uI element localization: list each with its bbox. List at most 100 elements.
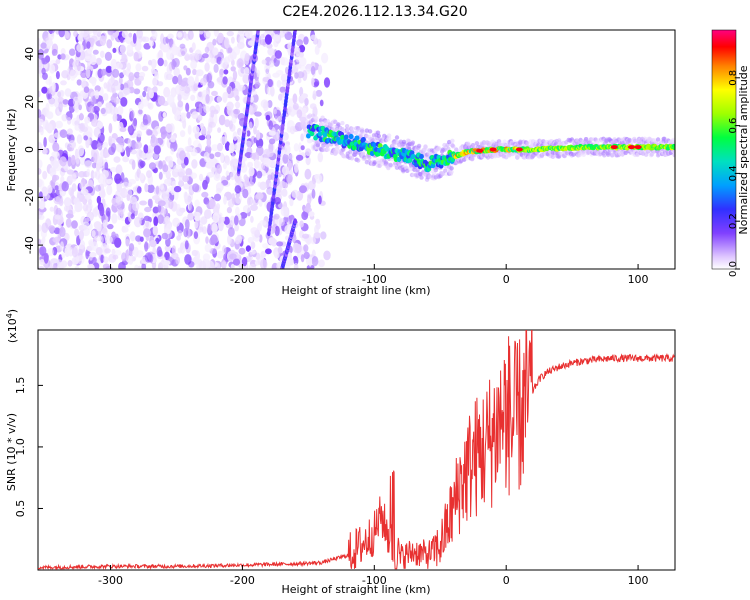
spectrogram-noise-cell bbox=[190, 94, 196, 102]
spectrogram-noise-cell bbox=[118, 261, 126, 269]
spectrogram-signal-halo bbox=[307, 113, 313, 118]
spectrogram-noise-cell bbox=[261, 59, 267, 65]
spectrogram-noise-cell bbox=[47, 93, 53, 100]
spectrogram-noise-cell bbox=[150, 67, 156, 75]
spectrogram-noise-cell bbox=[102, 152, 110, 158]
spectrogram-signal-halo bbox=[344, 124, 350, 129]
spectrogram-noise-cell bbox=[289, 198, 294, 207]
spectrogram-peak-cell bbox=[610, 145, 618, 150]
spectrogram-noise-cell bbox=[216, 164, 222, 175]
spectrogram-noise-cell bbox=[247, 181, 255, 187]
spectrogram-noise-cell bbox=[185, 102, 190, 113]
spectrogram-noise-cell bbox=[126, 193, 131, 201]
spectrogram-noise-cell bbox=[57, 91, 62, 98]
spectrogram-noise-cell bbox=[61, 114, 68, 122]
spectrogram-noise-cell bbox=[97, 162, 103, 169]
snr-x-tick-label: -300 bbox=[98, 574, 123, 587]
spectrogram-noise-cell bbox=[129, 196, 138, 205]
spectrogram-y-tick-label: -40 bbox=[23, 236, 36, 254]
spectrogram-noise-cell bbox=[143, 228, 151, 238]
spectrogram-noise-cell bbox=[150, 58, 157, 69]
spectrogram-noise-cell bbox=[64, 142, 69, 149]
spectrogram-noise-cell bbox=[122, 69, 127, 76]
spectrogram-noise-cell bbox=[168, 199, 174, 210]
spectrogram-noise-cell bbox=[307, 180, 316, 191]
spectrogram-noise-cell bbox=[109, 167, 118, 173]
spectrogram-noise-cell bbox=[224, 37, 230, 49]
spectrogram-noise-cell bbox=[198, 135, 206, 141]
spectrogram-noise-cell bbox=[265, 248, 272, 255]
spectrogram-signal-cell bbox=[340, 134, 345, 140]
spectrogram-noise-cell bbox=[177, 230, 183, 237]
spectrogram-noise-cell bbox=[143, 215, 151, 221]
spectrogram-noise-cell bbox=[133, 117, 138, 127]
spectrogram-noise-cell bbox=[323, 77, 331, 88]
spectrogram-noise-cell bbox=[230, 66, 236, 72]
spectrogram-noise-cell bbox=[71, 142, 77, 149]
spectrogram-noise-cell bbox=[116, 183, 123, 193]
spectrogram-noise-cell bbox=[282, 30, 288, 34]
spectrogram-noise-cell bbox=[88, 76, 97, 84]
spectrogram-noise-cell bbox=[77, 248, 83, 257]
spectrogram-noise-cell bbox=[300, 120, 306, 129]
spectrogram-noise-cell bbox=[63, 197, 72, 208]
spectrogram-noise-cell bbox=[259, 39, 267, 46]
spectrogram-noise-cell bbox=[132, 33, 137, 44]
spectrogram-noise-cell bbox=[100, 68, 107, 76]
spectrogram-noise-cell bbox=[301, 93, 308, 99]
spectrogram-noise-cell bbox=[183, 191, 188, 200]
spectrogram-noise-cell bbox=[299, 57, 307, 67]
spectrogram-signal-cell bbox=[343, 134, 349, 140]
spectrogram-noise-cell bbox=[45, 121, 49, 132]
spectrogram-noise-cell bbox=[98, 190, 106, 199]
spectrogram-noise-cell bbox=[45, 218, 52, 229]
spectrogram-noise-cell bbox=[164, 178, 172, 184]
spectrogram-noise-cell bbox=[40, 42, 47, 49]
spectrogram-signal-halo bbox=[623, 150, 628, 156]
spectrogram-noise-cell bbox=[264, 34, 272, 45]
spectrogram-noise-cell bbox=[211, 90, 218, 97]
spectrogram-noise-cell bbox=[38, 214, 45, 220]
spectrogram-noise-cell bbox=[291, 189, 299, 199]
spectrogram-noise-cell bbox=[226, 206, 232, 214]
spectrogram-noise-cell bbox=[54, 185, 59, 191]
spectrogram-noise-cell bbox=[227, 227, 235, 237]
spectrogram-noise-cell bbox=[306, 264, 315, 269]
spectrogram-y-tick-label: -20 bbox=[23, 188, 36, 206]
spectrogram-noise-cell bbox=[238, 84, 246, 91]
spectrogram-noise-cell bbox=[42, 170, 48, 180]
spectrogram-noise-cell bbox=[311, 77, 315, 87]
spectrogram-noise-cell bbox=[229, 253, 237, 260]
spectrogram-noise-cell bbox=[79, 122, 85, 132]
spectrogram-noise-cell bbox=[196, 263, 202, 269]
spectrogram-noise-cell bbox=[287, 160, 292, 170]
spectrogram-signal-halo bbox=[416, 143, 422, 149]
spectrogram-signal-halo bbox=[388, 162, 393, 168]
spectrogram-noise-cell bbox=[108, 123, 113, 134]
spectrogram-noise-cell bbox=[97, 101, 102, 108]
spectrogram-noise-cell bbox=[185, 67, 191, 76]
spectrogram-noise-cell bbox=[213, 63, 219, 73]
spectrogram-signal-halo bbox=[583, 137, 589, 142]
spectrogram-noise-cell bbox=[144, 183, 149, 193]
spectrogram-noise-cell bbox=[158, 160, 163, 170]
snr-x-tick-label: 100 bbox=[628, 574, 649, 587]
spectrogram-noise-cell bbox=[249, 204, 258, 211]
spectrogram-noise-cell bbox=[297, 71, 305, 79]
spectrogram-signal-halo bbox=[672, 152, 675, 158]
spectrogram-noise-cell bbox=[190, 172, 198, 179]
spectrogram-noise-cell bbox=[288, 153, 294, 160]
spectrogram-noise-cell bbox=[43, 253, 49, 264]
spectrogram-noise-cell bbox=[80, 30, 89, 38]
spectrogram-noise-cell bbox=[295, 154, 304, 161]
spectrogram-noise-cell bbox=[168, 186, 175, 194]
spectrogram-noise-cell bbox=[114, 237, 122, 248]
spectrogram-noise-cell bbox=[121, 52, 127, 62]
spectrogram-noise-cell bbox=[208, 121, 217, 128]
spectrogram-noise-cell bbox=[165, 171, 171, 180]
spectrogram-noise-cell bbox=[115, 164, 123, 176]
spectrogram-noise-cell bbox=[305, 148, 312, 157]
spectrogram-noise-cell bbox=[86, 41, 91, 49]
spectrogram-noise-cell bbox=[171, 245, 177, 256]
spectrogram-noise-cell bbox=[229, 215, 235, 226]
